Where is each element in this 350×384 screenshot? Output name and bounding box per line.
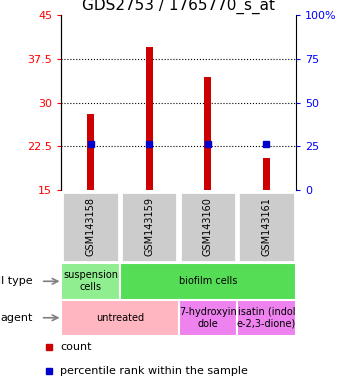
Bar — [121, 192, 177, 262]
Text: percentile rank within the sample: percentile rank within the sample — [60, 366, 248, 376]
Bar — [61, 263, 120, 300]
Text: suspension
cells: suspension cells — [63, 270, 118, 292]
Bar — [61, 300, 178, 336]
Text: GSM143158: GSM143158 — [85, 197, 96, 256]
Title: GDS2753 / 1765770_s_at: GDS2753 / 1765770_s_at — [82, 0, 275, 14]
Text: untreated: untreated — [96, 313, 144, 323]
Text: isatin (indol
e-2,3-dione): isatin (indol e-2,3-dione) — [237, 307, 296, 329]
Bar — [263, 158, 270, 190]
Text: GSM143160: GSM143160 — [203, 197, 213, 256]
Bar — [120, 263, 296, 300]
Bar — [237, 300, 296, 336]
Bar — [62, 192, 119, 262]
Text: agent: agent — [1, 313, 33, 323]
Text: 7-hydroxyin
dole: 7-hydroxyin dole — [179, 307, 237, 329]
Bar — [87, 114, 94, 190]
Bar — [178, 300, 237, 336]
Text: GSM143161: GSM143161 — [261, 197, 272, 256]
Bar — [238, 192, 295, 262]
Text: GSM143159: GSM143159 — [144, 197, 154, 256]
Bar — [204, 76, 211, 190]
Text: biofilm cells: biofilm cells — [178, 276, 237, 286]
Text: cell type: cell type — [0, 276, 33, 286]
Bar — [146, 47, 153, 190]
Bar — [180, 192, 236, 262]
Text: count: count — [60, 342, 91, 352]
